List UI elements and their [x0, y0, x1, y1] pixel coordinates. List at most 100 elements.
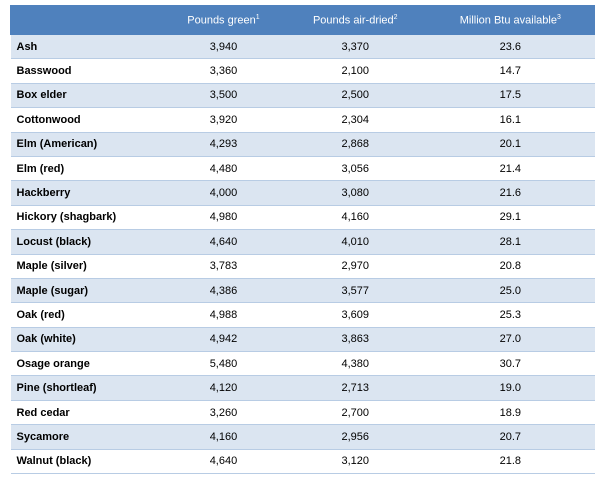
- value-cell: 3,783: [162, 253, 285, 279]
- value-cell: 4,480: [162, 155, 285, 182]
- table-row: Ash 3,940 3,370 23.6: [10, 33, 595, 60]
- value-cell: 2,970: [284, 253, 427, 279]
- table-row: Sycamore 4,160 2,956 20.7: [10, 424, 595, 450]
- value-cell: 16.1: [426, 107, 595, 133]
- value-cell: 19.0: [426, 375, 595, 401]
- table-row: Box elder 3,500 2,500 17.5: [10, 82, 595, 109]
- table-row: Red cedar 3,260 2,700 18.9: [10, 399, 595, 426]
- value-cell: 27.0: [426, 326, 595, 353]
- table-row: Locust (black) 4,640 4,010 28.1: [10, 229, 595, 255]
- value-cell: 20.7: [426, 424, 595, 450]
- value-cell: 4,160: [162, 424, 285, 450]
- value-cell: 21.4: [426, 155, 595, 182]
- table-row: Oak (red) 4,988 3,609 25.3: [10, 302, 595, 328]
- species-cell: Maple (silver): [10, 253, 163, 279]
- table-row: Maple (silver) 3,783 2,970 20.8: [10, 253, 595, 279]
- value-cell: 20.8: [426, 253, 595, 279]
- value-cell: 4,120: [162, 375, 285, 401]
- value-cell: 25.0: [426, 277, 595, 304]
- species-cell: Red cedar: [10, 399, 163, 426]
- value-cell: 4,293: [162, 131, 285, 157]
- value-cell: 2,700: [284, 399, 427, 426]
- table-row: Pine (shortleaf) 4,120 2,713 19.0: [10, 375, 595, 401]
- table-row: Hackberry 4,000 3,080 21.6: [10, 180, 595, 206]
- header-cell: [10, 5, 163, 35]
- value-cell: 2,100: [284, 58, 427, 84]
- species-cell: Oak (red): [10, 302, 163, 328]
- value-cell: 5,480: [162, 351, 285, 377]
- table-row: Cottonwood 3,920 2,304 16.1: [10, 107, 595, 133]
- value-cell: 3,056: [284, 155, 427, 182]
- species-cell: Pine (shortleaf): [10, 375, 163, 401]
- table-row: Elm (red) 4,480 3,056 21.4: [10, 155, 595, 182]
- value-cell: 3,609: [284, 302, 427, 328]
- value-cell: 21.8: [426, 448, 595, 475]
- fuel-table: Pounds green1 Pounds air-dried2 Million Bt…: [10, 5, 596, 475]
- value-cell: 4,010: [284, 229, 427, 255]
- value-cell: 4,980: [162, 204, 285, 231]
- species-cell: Hickory (shagbark): [10, 204, 163, 231]
- value-cell: 4,380: [284, 351, 427, 377]
- species-cell: Locust (black): [10, 229, 163, 255]
- species-cell: Walnut (black): [10, 448, 163, 475]
- table-body: Ash 3,940 3,370 23.6 Basswood 3,360 2,100 14.7 B…: [10, 33, 595, 475]
- species-cell: Osage orange: [10, 351, 163, 377]
- value-cell: 2,956: [284, 424, 427, 450]
- footnote-mark: 3: [556, 13, 561, 21]
- table-row: Maple (sugar) 4,386 3,577 25.0: [10, 277, 595, 304]
- value-cell: 18.9: [426, 399, 595, 426]
- value-cell: 3,500: [162, 82, 285, 109]
- value-cell: 4,640: [162, 448, 285, 475]
- value-cell: 4,988: [162, 302, 285, 328]
- value-cell: 4,386: [162, 277, 285, 304]
- value-cell: 3,577: [284, 277, 427, 304]
- value-cell: 3,920: [162, 107, 285, 133]
- species-cell: Elm (red): [10, 155, 163, 182]
- species-cell: Oak (white): [10, 326, 163, 353]
- value-cell: 28.1: [426, 229, 595, 255]
- species-cell: Cottonwood: [10, 107, 163, 133]
- species-cell: Sycamore: [10, 424, 163, 450]
- header-cell: Million Btu available3: [425, 5, 596, 35]
- footnote-mark: 2: [393, 13, 398, 21]
- value-cell: 2,304: [284, 107, 427, 133]
- table-row: Osage orange 5,480 4,380 30.7: [10, 351, 595, 377]
- value-cell: 14.7: [426, 58, 595, 84]
- table-row: Hickory (shagbark) 4,980 4,160 29.1: [10, 204, 595, 231]
- table-row: Basswood 3,360 2,100 14.7: [10, 58, 595, 84]
- value-cell: 3,360: [162, 58, 285, 84]
- value-cell: 4,640: [162, 229, 285, 255]
- header-cell: Pounds green1: [162, 5, 285, 35]
- header-text: Pounds green: [187, 14, 256, 27]
- header-cell: Pounds air-dried2: [283, 5, 427, 35]
- footnote-mark: 1: [255, 13, 260, 21]
- header-text: Pounds air-dried: [312, 14, 394, 27]
- value-cell: 4,000: [162, 180, 285, 206]
- value-cell: 3,863: [284, 326, 427, 353]
- value-cell: 3,260: [162, 399, 285, 426]
- value-cell: 20.1: [426, 131, 595, 157]
- value-cell: 4,160: [284, 204, 427, 231]
- value-cell: 23.6: [426, 33, 595, 60]
- value-cell: 3,120: [284, 448, 427, 475]
- value-cell: 30.7: [426, 351, 595, 377]
- value-cell: 2,868: [284, 131, 427, 157]
- value-cell: 3,080: [284, 180, 427, 206]
- value-cell: 2,500: [284, 82, 427, 109]
- species-cell: Hackberry: [10, 180, 163, 206]
- value-cell: 4,942: [162, 326, 285, 353]
- table-row: Elm (American) 4,293 2,868 20.1: [10, 131, 595, 157]
- value-cell: 25.3: [426, 302, 595, 328]
- species-cell: Maple (sugar): [10, 277, 163, 304]
- species-cell: Box elder: [10, 82, 163, 109]
- species-cell: Elm (American): [10, 131, 163, 157]
- value-cell: 3,370: [284, 33, 427, 60]
- value-cell: 21.6: [426, 180, 595, 206]
- header-row: Pounds green1 Pounds air-dried2 Million Bt…: [10, 5, 596, 35]
- value-cell: 29.1: [426, 204, 595, 231]
- header-text: Million Btu available: [459, 14, 557, 27]
- species-cell: Basswood: [10, 58, 163, 84]
- table-row: Walnut (black) 4,640 3,120 21.8: [10, 448, 595, 475]
- value-cell: 2,713: [284, 375, 427, 401]
